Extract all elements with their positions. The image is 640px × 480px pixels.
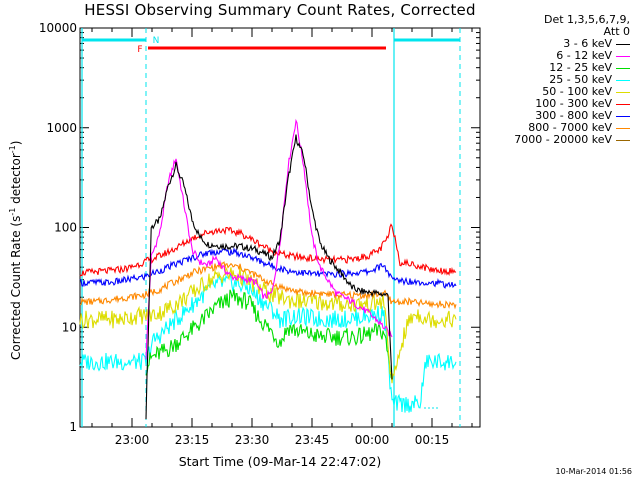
series-line-300-800-	[79, 247, 457, 289]
x-tick-label: 23:00	[115, 433, 150, 447]
y-tick-label: 1	[69, 420, 77, 434]
legend-swatch	[616, 128, 630, 129]
flare-flag-label: F	[137, 45, 142, 55]
x-tick-label: 23:15	[175, 433, 210, 447]
legend-entry-label: 12 - 25 keV	[549, 61, 612, 74]
legend-entry-label: 3 - 6 keV	[563, 37, 612, 50]
legend-entry-label: 300 - 800 keV	[535, 109, 612, 122]
series-line-100-300-	[79, 223, 457, 277]
series-line-3-6-	[145, 134, 393, 420]
legend-entry: 50 - 100 keV	[484, 86, 634, 98]
legend-swatch	[616, 68, 630, 69]
chart-title: HESSI Observing Summary Count Rates, Cor…	[84, 1, 476, 19]
legend-swatch	[616, 116, 630, 117]
legend-header-detectors: Det 1,3,5,6,7,9,	[543, 13, 630, 26]
legend-entry-label: 7000 - 20000 keV	[514, 133, 612, 146]
series-line-25-50-	[79, 272, 457, 413]
night-flag-label: N	[153, 36, 160, 46]
legend-swatch	[616, 44, 630, 45]
x-tick-label: 00:00	[355, 433, 390, 447]
legend-entry: 25 - 50 keV	[484, 74, 634, 86]
y-axis-label: Corrected Count Rate (s-1 detector-1)	[8, 140, 23, 360]
legend-swatch	[616, 140, 630, 141]
series-line-800-7000-	[79, 261, 457, 310]
series-line-12-25-	[145, 289, 393, 380]
legend-entry-label: 50 - 100 keV	[542, 85, 612, 98]
legend-entry: 800 - 7000 keV	[484, 122, 634, 134]
legend-swatch	[616, 104, 630, 105]
legend-swatch	[616, 80, 630, 81]
legend-header-attenuator: Att 0	[603, 25, 630, 38]
legend-swatch	[616, 56, 630, 57]
y-tick-label: 1000	[46, 121, 77, 135]
y-tick-label: 100	[54, 221, 77, 235]
legend-entry-label: 100 - 300 keV	[535, 97, 612, 110]
series-line-6-12-	[145, 118, 393, 360]
x-tick-label: 23:45	[295, 433, 330, 447]
x-tick-label: 23:30	[235, 433, 270, 447]
legend-entry: 6 - 12 keV	[484, 50, 634, 62]
legend-entry-label: 800 - 7000 keV	[528, 121, 612, 134]
x-axis-label: Start Time (09-Mar-14 22:47:02)	[178, 454, 382, 469]
legend-entry: 100 - 300 keV	[484, 98, 634, 110]
legend-swatch	[616, 92, 630, 93]
legend-entry-label: 25 - 50 keV	[549, 73, 612, 86]
x-tick-label: 00:15	[415, 433, 450, 447]
legend-entry: 3 - 6 keV	[484, 38, 634, 50]
legend-entry: 7000 - 20000 keV	[484, 134, 634, 146]
generation-timestamp: 10-Mar-2014 01:56	[555, 467, 633, 476]
series-line-50-100-	[79, 266, 457, 384]
legend-entry: 12 - 25 keV	[484, 62, 634, 74]
legend-entry: 300 - 800 keV	[484, 110, 634, 122]
legend-entry-label: 6 - 12 keV	[556, 49, 612, 62]
legend: Det 1,3,5,6,7,9, Att 0 3 - 6 keV 6 - 12 k…	[484, 14, 634, 146]
y-tick-label: 10	[62, 320, 77, 334]
y-tick-label: 10000	[39, 21, 77, 35]
